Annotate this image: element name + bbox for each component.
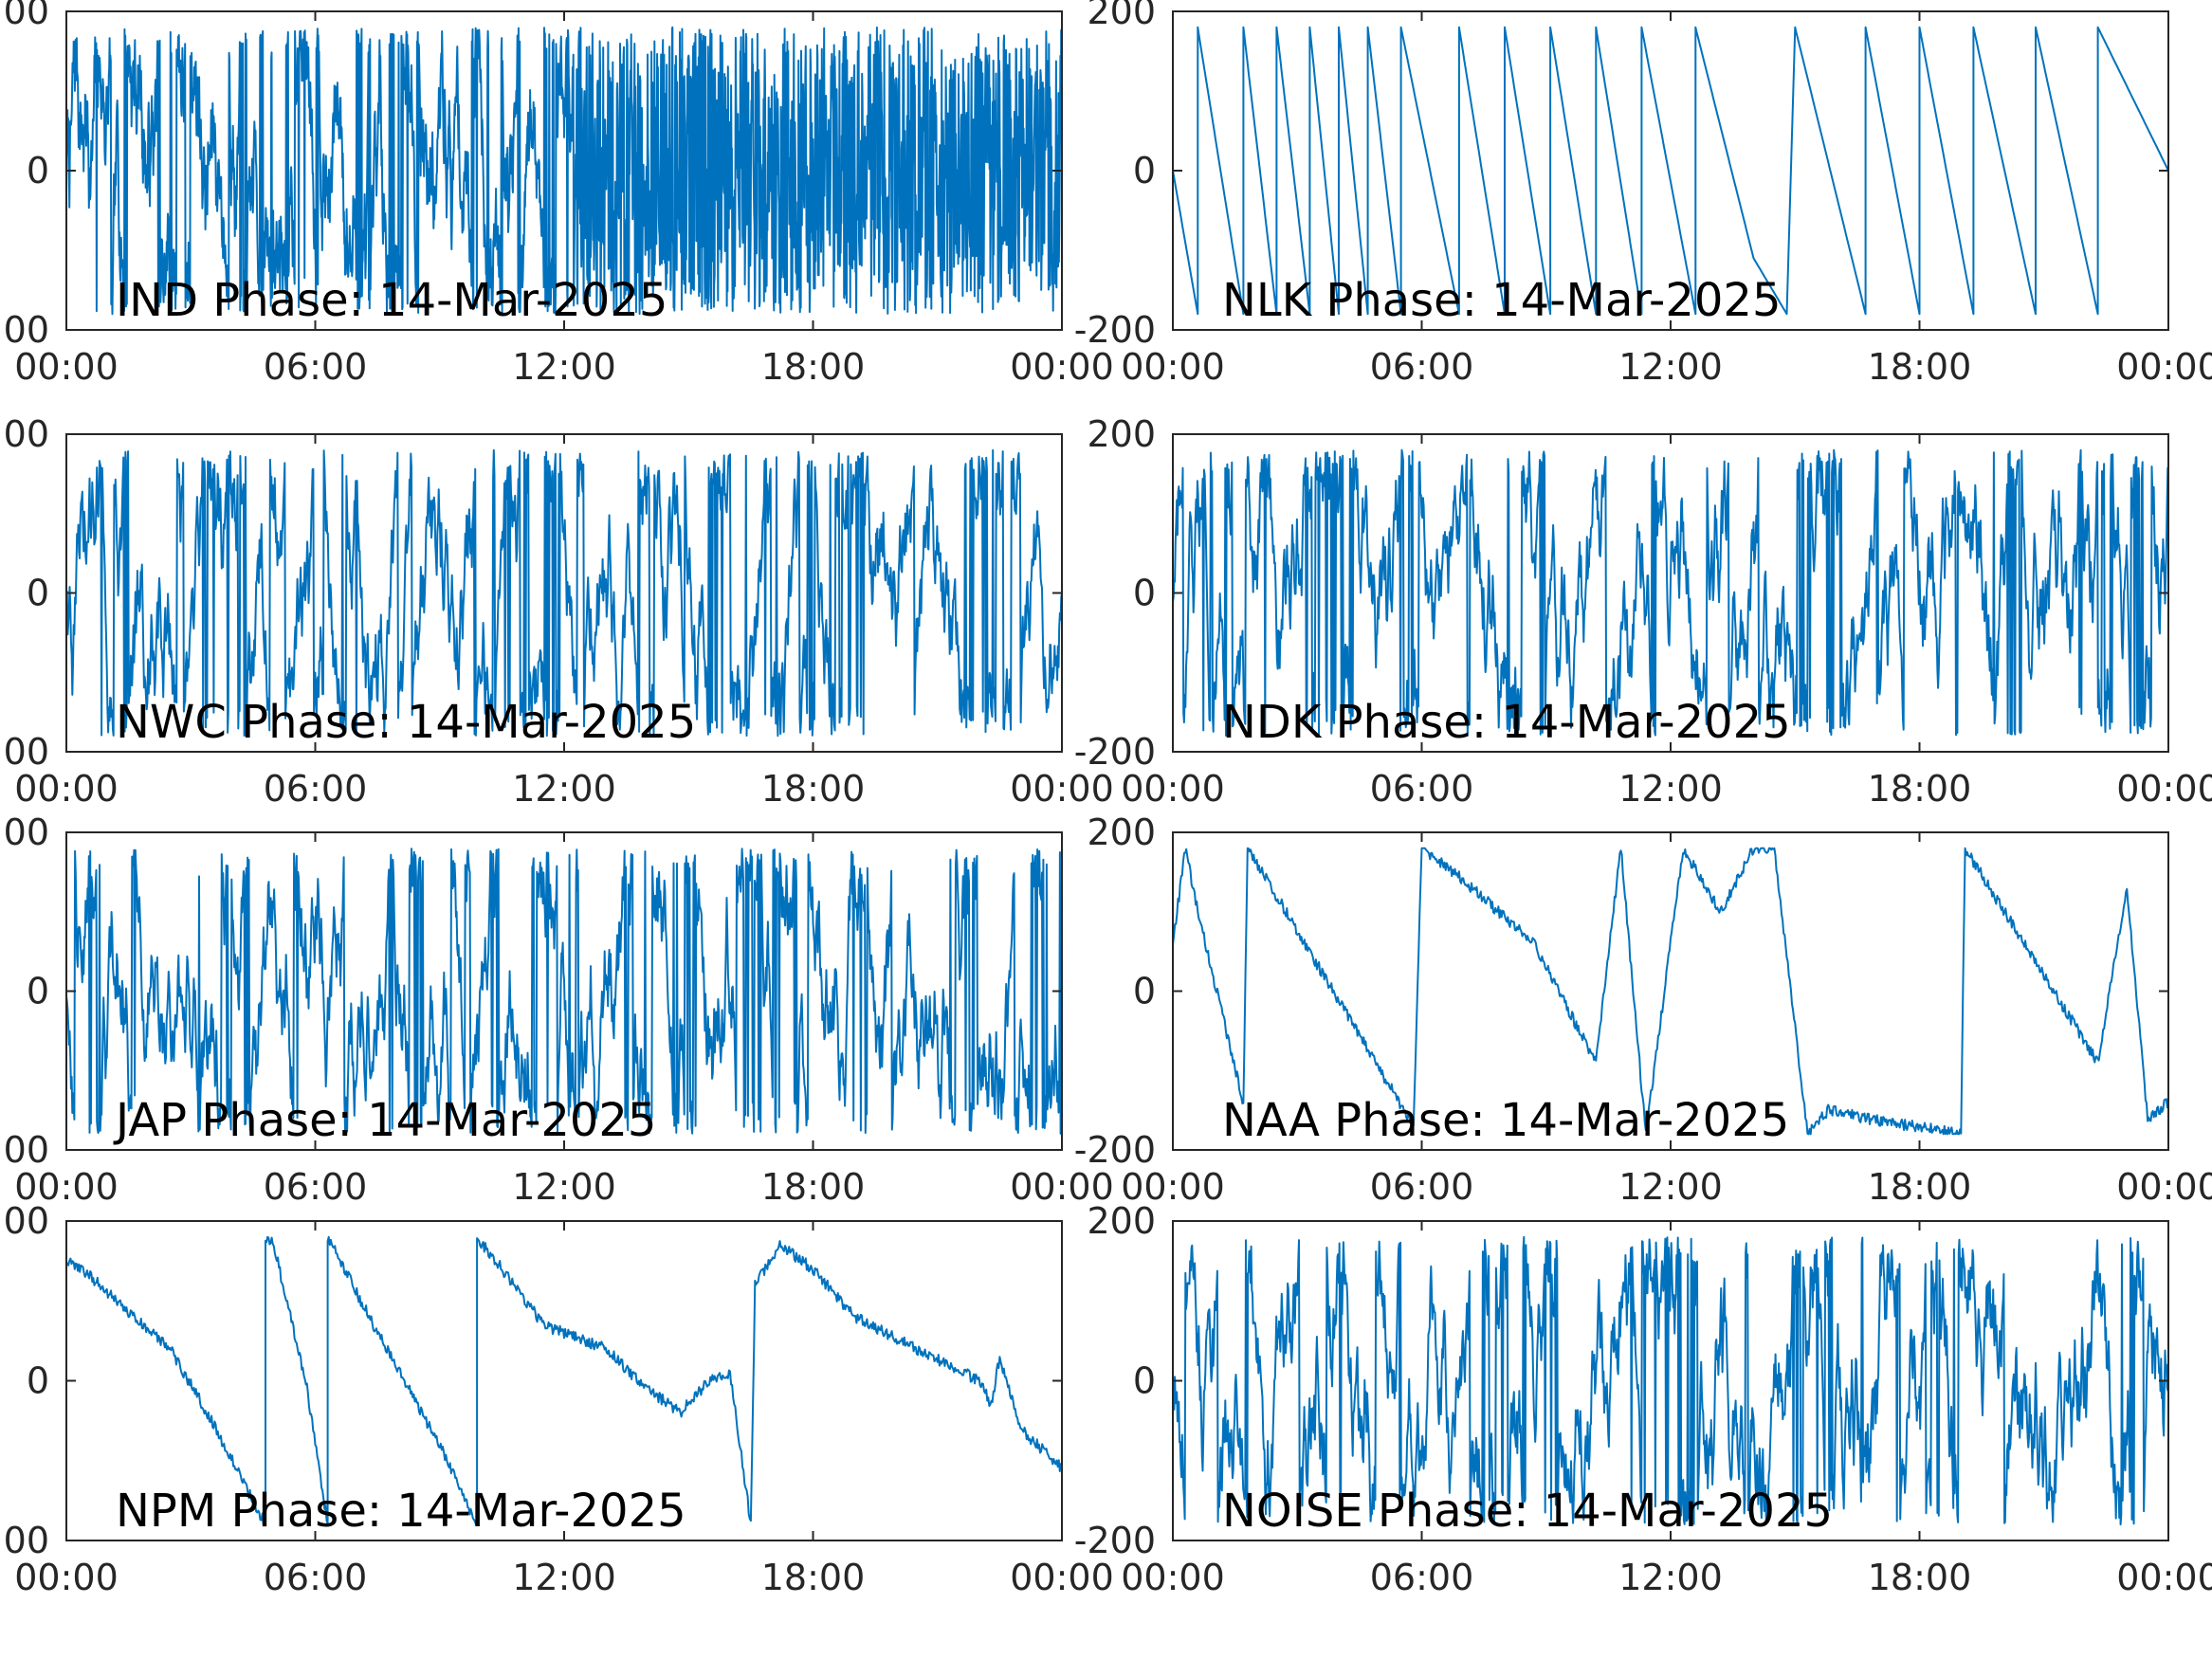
y-tick-label: -200 — [1074, 731, 1156, 773]
x-tick-label: 06:00 — [264, 346, 368, 388]
x-tick-label: 00:00 — [14, 1557, 119, 1598]
series-line-nwc — [65, 448, 1063, 738]
series-line-naa — [1172, 847, 2169, 1136]
x-tick-label: 00:00 — [2116, 346, 2212, 388]
y-tick-label: 200 — [0, 413, 49, 455]
x-tick-label: 12:00 — [1618, 1166, 1723, 1208]
plot-nlk: -200 0 200 00:00 06:00 12:00 18:00 00:00 NLK Pha… — [1074, 0, 2212, 388]
plot-title: IND Phase: 14-Mar-2025 — [116, 274, 667, 327]
plot-naa: -200 0 200 00:00 06:00 12:00 18:00 00:00 NAA Pha… — [1074, 811, 2212, 1208]
x-tick-label: 06:00 — [264, 768, 368, 810]
y-tick-label: 0 — [1133, 1360, 1156, 1402]
x-tick-label: 18:00 — [761, 346, 866, 388]
x-tick-label: 00:00 — [1121, 1166, 1225, 1208]
y-tick-label: -200 — [1074, 1129, 1156, 1171]
y-tick-label: 0 — [1133, 150, 1156, 191]
x-tick-label: 00:00 — [14, 346, 119, 388]
x-tick-label: 00:00 — [1121, 1557, 1225, 1598]
series-line-ndk — [1172, 448, 2169, 737]
plot-nwc: -200 0 200 00:00 06:00 12:00 18:00 00:00 NWC Pha… — [0, 413, 1114, 810]
plot-title: JAP Phase: 14-Mar-2025 — [113, 1094, 656, 1147]
plot-ind: -200 0 200 00:00 06:00 12:00 18:00 00:00 IND Pha… — [0, 0, 1114, 388]
x-tick-label: 00:00 — [14, 1166, 119, 1208]
x-tick-label: 00:00 — [2116, 1166, 2212, 1208]
x-tick-label: 06:00 — [1370, 1166, 1474, 1208]
x-tick-label: 18:00 — [761, 1166, 866, 1208]
series-line-noise — [1172, 1235, 2169, 1526]
y-tick-label: -200 — [1074, 309, 1156, 351]
x-tick-label: 18:00 — [1868, 768, 1972, 810]
x-tick-label: 12:00 — [1618, 1557, 1723, 1598]
series-line-ind — [65, 26, 1063, 316]
y-tick-label: -200 — [0, 1129, 49, 1171]
y-tick-label: 0 — [1133, 971, 1156, 1012]
y-tick-label: 0 — [27, 971, 49, 1012]
plot-title: NPM Phase: 14-Mar-2025 — [116, 1485, 686, 1538]
x-tick-label: 12:00 — [1618, 768, 1723, 810]
y-tick-label: 0 — [27, 573, 49, 614]
x-tick-label: 00:00 — [1010, 768, 1114, 810]
y-tick-label: 0 — [27, 1360, 49, 1402]
y-tick-label: 200 — [1087, 811, 1156, 853]
x-tick-label: 18:00 — [761, 1557, 866, 1598]
x-tick-label: 00:00 — [1010, 346, 1114, 388]
y-tick-label: -200 — [1074, 1520, 1156, 1561]
plot-title: NAA Phase: 14-Mar-2025 — [1222, 1094, 1789, 1147]
y-tick-label: 200 — [1087, 0, 1156, 32]
x-tick-label: 06:00 — [1370, 1557, 1474, 1598]
plot-title: NDK Phase: 14-Mar-2025 — [1222, 696, 1791, 749]
series-line-jap — [65, 848, 1063, 1135]
x-tick-label: 18:00 — [1868, 346, 1972, 388]
y-tick-label: -200 — [0, 309, 49, 351]
y-tick-label: 200 — [0, 811, 49, 853]
x-tick-label: 06:00 — [264, 1166, 368, 1208]
y-tick-label: 200 — [1087, 413, 1156, 455]
x-tick-label: 00:00 — [1010, 1166, 1114, 1208]
y-tick-label: 0 — [27, 150, 49, 191]
x-tick-label: 06:00 — [1370, 346, 1474, 388]
series-line-npm — [65, 1235, 1063, 1526]
plot-npm: -200 0 200 00:00 06:00 12:00 18:00 00:00 NPM Pha… — [0, 1200, 1114, 1598]
plot-title: NOISE Phase: 14-Mar-2025 — [1222, 1485, 1833, 1538]
x-tick-label: 12:00 — [512, 1557, 616, 1598]
plot-noise: -200 0 200 00:00 06:00 12:00 18:00 00:00 NOISE P… — [1074, 1200, 2212, 1598]
x-tick-label: 00:00 — [14, 768, 119, 810]
x-tick-label: 00:00 — [1121, 346, 1225, 388]
x-tick-label: 18:00 — [1868, 1557, 1972, 1598]
y-tick-label: -200 — [0, 731, 49, 773]
x-tick-label: 00:00 — [1010, 1557, 1114, 1598]
x-tick-label: 12:00 — [512, 1166, 616, 1208]
y-tick-label: -200 — [0, 1520, 49, 1561]
x-tick-label: 18:00 — [761, 768, 866, 810]
x-tick-label: 12:00 — [512, 768, 616, 810]
x-tick-label: 12:00 — [512, 346, 616, 388]
series-line-nlk — [1172, 26, 2169, 316]
y-tick-label: 200 — [0, 0, 49, 32]
plot-title: NLK Phase: 14-Mar-2025 — [1222, 274, 1782, 327]
x-tick-label: 18:00 — [1868, 1166, 1972, 1208]
y-tick-label: 0 — [1133, 573, 1156, 614]
plot-ndk: -200 0 200 00:00 06:00 12:00 18:00 00:00 NDK Pha… — [1074, 413, 2212, 810]
y-tick-label: 200 — [0, 1200, 49, 1242]
x-tick-label: 00:00 — [2116, 768, 2212, 810]
x-tick-label: 12:00 — [1618, 346, 1723, 388]
plot-title: NWC Phase: 14-Mar-2025 — [116, 696, 696, 749]
plot-jap: -200 0 200 00:00 06:00 12:00 18:00 00:00 JAP Pha… — [0, 811, 1114, 1208]
x-tick-label: 06:00 — [1370, 768, 1474, 810]
x-tick-label: 06:00 — [264, 1557, 368, 1598]
x-tick-label: 00:00 — [2116, 1557, 2212, 1598]
x-tick-label: 00:00 — [1121, 768, 1225, 810]
y-tick-label: 200 — [1087, 1200, 1156, 1242]
